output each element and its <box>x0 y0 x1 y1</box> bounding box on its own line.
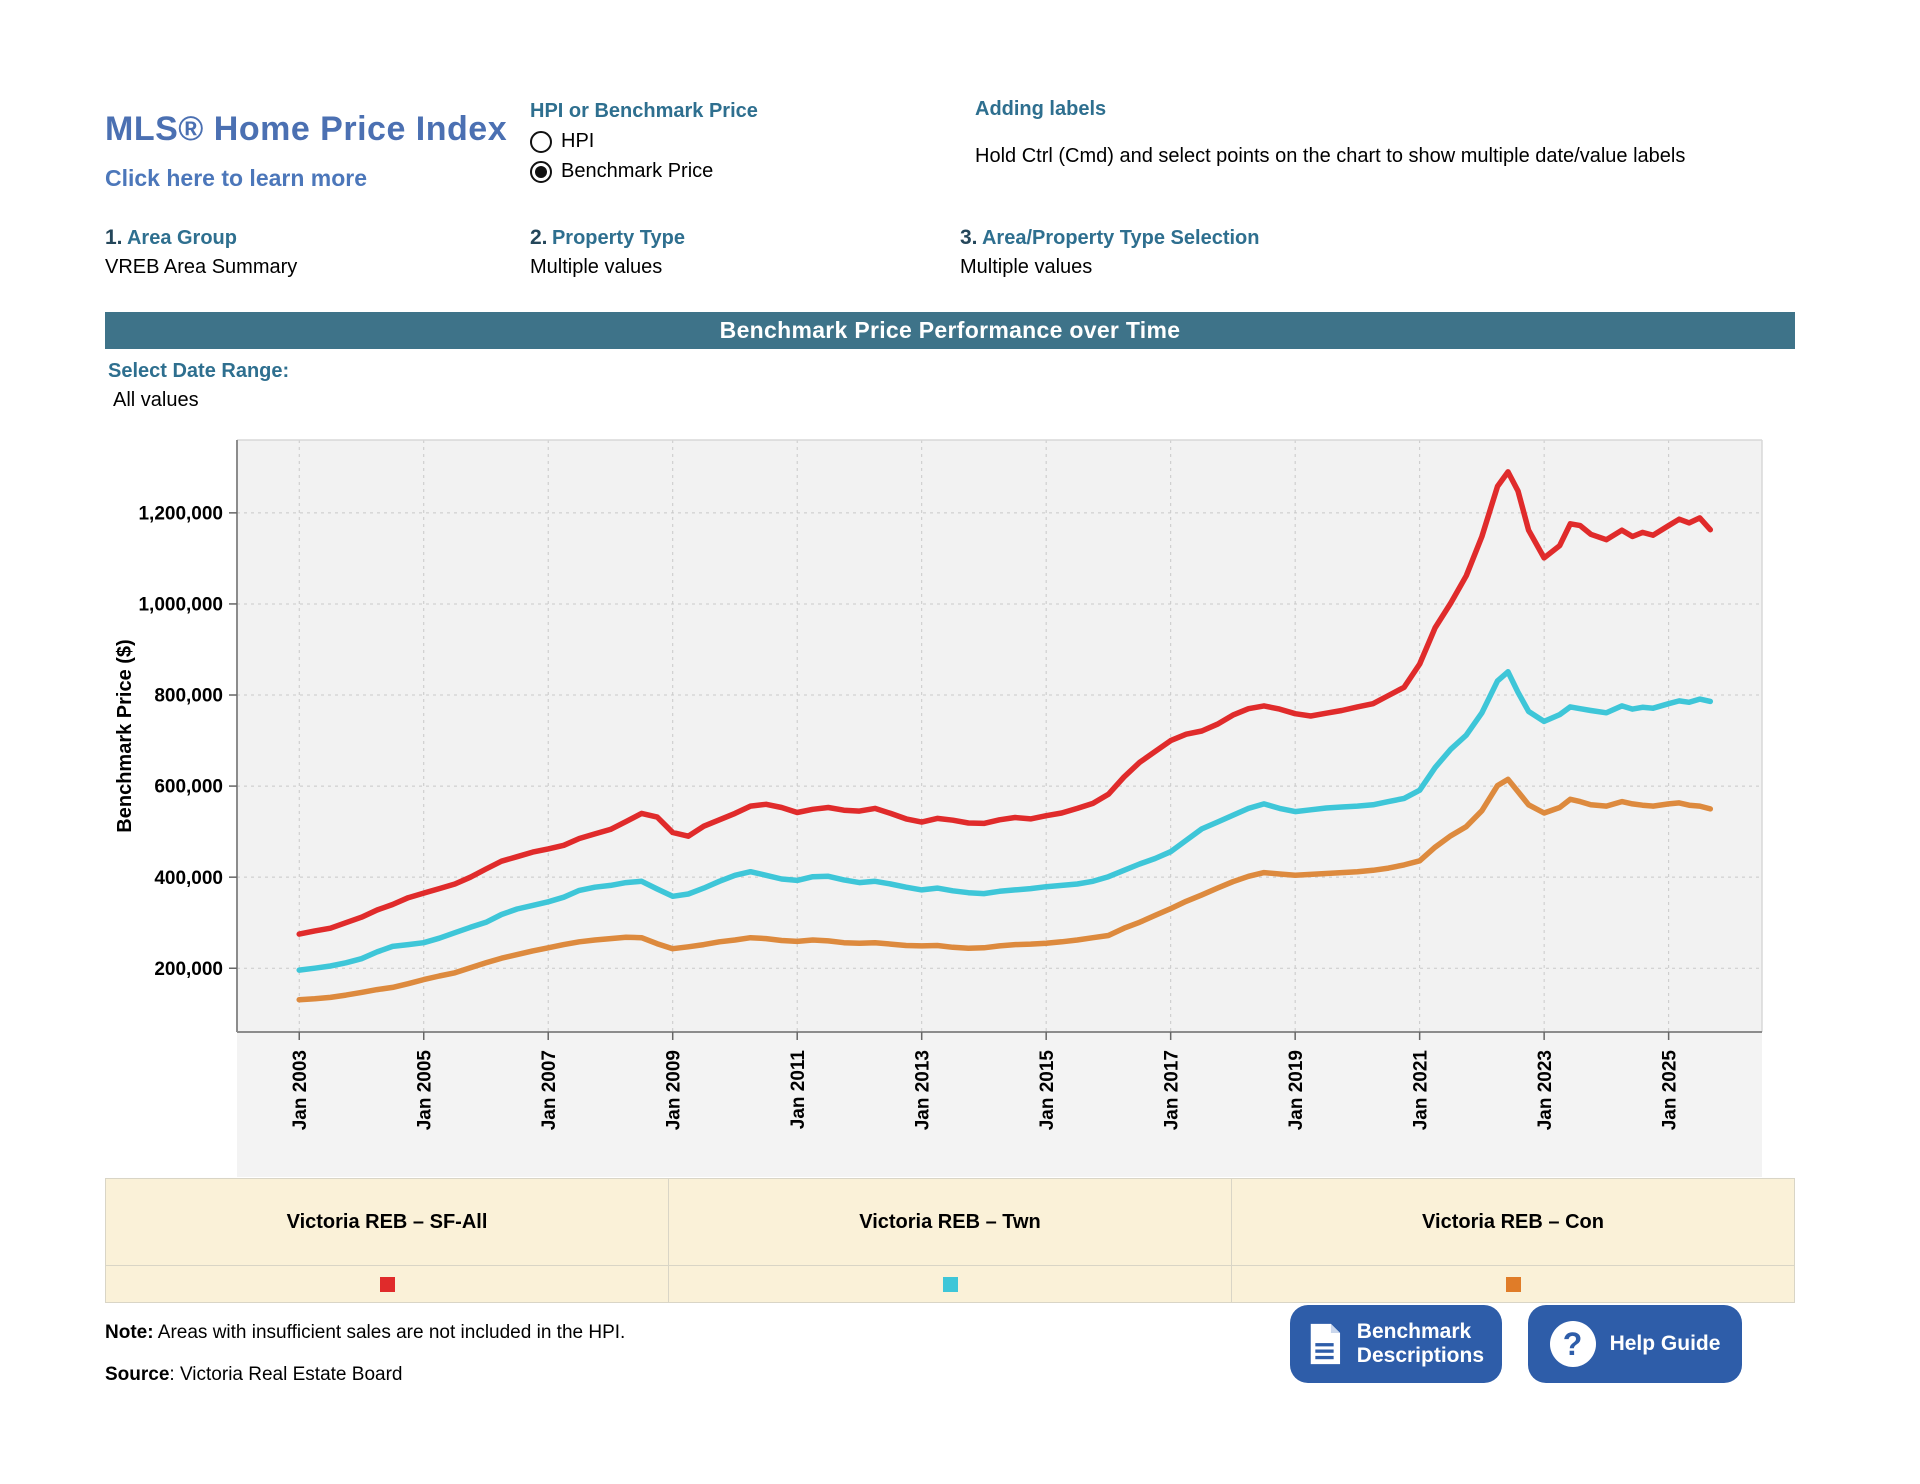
legend-swatches-row <box>106 1265 1794 1302</box>
svg-text:Jan 2021: Jan 2021 <box>1411 1050 1432 1131</box>
filter-value[interactable]: Multiple values <box>530 256 663 278</box>
help-guide-button[interactable]: ? Help Guide <box>1528 1305 1742 1383</box>
svg-text:Jan 2011: Jan 2011 <box>788 1050 809 1130</box>
benchmark-button-line2: Descriptions <box>1356 1344 1484 1367</box>
svg-text:Jan 2005: Jan 2005 <box>415 1050 436 1131</box>
source-body: : Victoria Real Estate Board <box>169 1364 403 1385</box>
page-title: MLS® Home Price Index <box>105 110 508 148</box>
date-range-filter[interactable]: Select Date Range: All values <box>108 360 289 412</box>
source-text: Source: Victoria Real Estate Board <box>105 1364 402 1386</box>
x-axis-strip <box>237 1032 1762 1177</box>
filter-number: 1. <box>105 226 123 249</box>
axes <box>236 439 1763 1033</box>
chart-title-banner: Benchmark Price Performance over Time <box>105 312 1795 349</box>
plot-area[interactable] <box>237 440 1762 1032</box>
sf-all-color-swatch[interactable] <box>379 1276 395 1292</box>
svg-text:Jan 2015: Jan 2015 <box>1037 1050 1058 1131</box>
date-range-value[interactable]: All values <box>113 389 199 411</box>
document-icon <box>1310 1323 1341 1365</box>
x-axis-labels: Jan 2003 Jan 2005 Jan 2007 Jan 2009 Jan 2011… <box>290 1032 1681 1131</box>
svg-text:Jan 2019: Jan 2019 <box>1286 1050 1307 1130</box>
y-axis-labels: 200,000 400,000 600,000 800,000 1,000,000 1,2… <box>138 504 237 980</box>
svg-text:Jan 2025: Jan 2025 <box>1660 1050 1681 1131</box>
hpi-benchmark-radio-group: HPI or Benchmark Price HPI Benchmark Pri… <box>530 100 758 183</box>
svg-text:Jan 2009: Jan 2009 <box>664 1050 685 1130</box>
source-label: Source <box>105 1364 170 1385</box>
legend-item-twn[interactable]: Victoria REB – Twn <box>669 1179 1232 1265</box>
filter-area-property-selection[interactable]: 3. Area/Property Type Selection Multiple… <box>960 226 1259 279</box>
legend-item-con[interactable]: Victoria REB – Con <box>1422 1210 1604 1233</box>
adding-labels-title: Adding labels <box>975 98 1107 120</box>
filter-number: 3. <box>960 226 978 249</box>
legend-swatch-cell <box>669 1266 1232 1302</box>
note-text: Note: Areas with insufficient sales are … <box>105 1322 625 1344</box>
filter-label: Area Group <box>126 227 237 249</box>
svg-text:400,000: 400,000 <box>154 868 223 889</box>
benchmark-descriptions-button[interactable]: Benchmark Descriptions <box>1290 1305 1502 1383</box>
legend-swatch-cell <box>106 1266 669 1302</box>
svg-text:800,000: 800,000 <box>154 686 223 707</box>
radio-group-label: HPI or Benchmark Price <box>530 100 758 122</box>
svg-text:Jan 2007: Jan 2007 <box>539 1050 560 1130</box>
gridlines <box>237 440 1762 1032</box>
legend-labels-row: Victoria REB – SF-All Victoria REB – Twn… <box>106 1179 1794 1265</box>
help-button-label: Help Guide <box>1609 1332 1721 1356</box>
svg-text:Jan 2023: Jan 2023 <box>1535 1050 1556 1130</box>
twn-color-swatch[interactable] <box>942 1276 958 1292</box>
svg-text:Jan 2003: Jan 2003 <box>290 1050 311 1130</box>
filter-label: Area/Property Type Selection <box>981 227 1260 249</box>
series-line-1[interactable] <box>296 669 1714 973</box>
radio-hpi[interactable]: HPI <box>530 130 758 153</box>
benchmark-price-chart[interactable]: 200,000 400,000 600,000 800,000 1,000,000 1,2… <box>105 420 1795 1180</box>
radio-benchmark-label: Benchmark Price <box>561 160 714 182</box>
filter-value[interactable]: VREB Area Summary <box>105 256 298 278</box>
svg-text:1,200,000: 1,200,000 <box>138 504 223 525</box>
radio-icon[interactable] <box>530 160 552 183</box>
svg-text:600,000: 600,000 <box>154 777 223 798</box>
chart-canvas[interactable]: 200,000 400,000 600,000 800,000 1,000,000 1,2… <box>105 420 1795 1180</box>
adding-labels-section: Adding labels Hold Ctrl (Cmd) and select… <box>975 98 1805 168</box>
y-axis-title: Benchmark Price ($) <box>114 639 136 832</box>
filter-property-type[interactable]: 2. Property Type Multiple values <box>530 226 685 279</box>
chart-title: Benchmark Price Performance over Time <box>719 317 1181 343</box>
note-label: Note: <box>105 1322 154 1343</box>
legend-swatch-cell <box>1232 1266 1794 1302</box>
series-line-2[interactable] <box>296 776 1714 1003</box>
filter-area-group[interactable]: 1. Area Group VREB Area Summary <box>105 226 297 279</box>
svg-text:Jan 2013: Jan 2013 <box>913 1050 934 1130</box>
filter-value[interactable]: Multiple values <box>960 256 1093 278</box>
legend-item-sf-all[interactable]: Victoria REB – SF-All <box>106 1179 669 1265</box>
date-range-label: Select Date Range: <box>108 360 290 382</box>
learn-more-link[interactable]: Click here to learn more <box>105 165 368 191</box>
note-body: Areas with insufficient sales are not in… <box>153 1322 626 1343</box>
svg-text:1,000,000: 1,000,000 <box>138 595 223 616</box>
radio-hpi-label: HPI <box>561 130 595 152</box>
adding-labels-instruction: Hold Ctrl (Cmd) and select points on the… <box>975 145 1686 167</box>
question-icon: ? <box>1549 1321 1596 1367</box>
series-line-0[interactable] <box>296 469 1714 937</box>
svg-text:200,000: 200,000 <box>154 959 223 980</box>
chart-legend: Victoria REB – SF-All Victoria REB – Twn… <box>105 1178 1795 1303</box>
benchmark-button-line1: Benchmark <box>1356 1320 1472 1344</box>
filter-label: Property Type <box>551 227 685 249</box>
radio-icon[interactable] <box>530 130 552 153</box>
con-color-swatch[interactable] <box>1505 1276 1521 1292</box>
svg-text:Jan 2017: Jan 2017 <box>1162 1050 1183 1130</box>
filter-number: 2. <box>530 226 548 249</box>
radio-benchmark-price[interactable]: Benchmark Price <box>530 160 758 183</box>
